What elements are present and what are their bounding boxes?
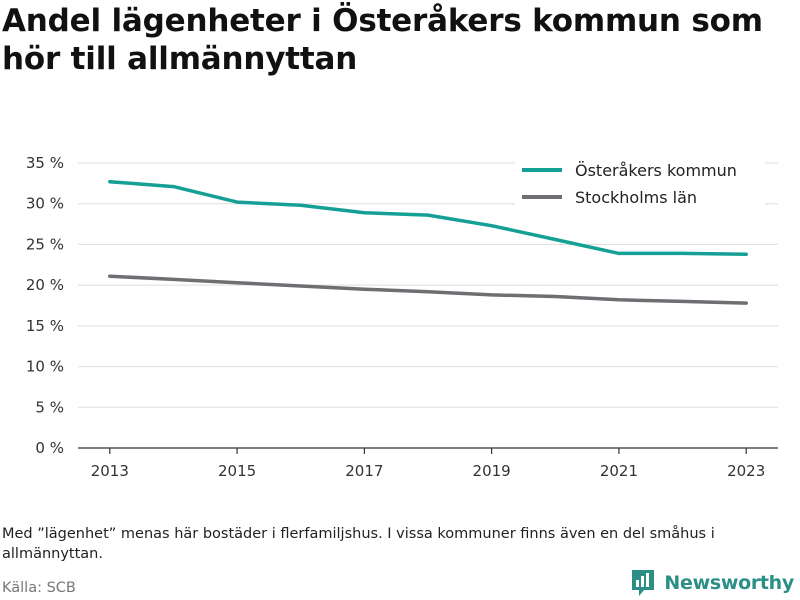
chart-title: Andel lägenheter i Österåkers kommun som… xyxy=(2,3,763,77)
brand-name: Newsworthy xyxy=(664,572,794,594)
x-tick-label: 2015 xyxy=(218,462,256,480)
brand[interactable]: Newsworthy xyxy=(630,568,794,598)
x-tick-label: 2017 xyxy=(345,462,383,480)
y-tick-label: 20 % xyxy=(26,276,64,294)
x-tick-label: 2019 xyxy=(473,462,511,480)
y-tick-label: 25 % xyxy=(26,235,64,253)
legend-label: Stockholms län xyxy=(575,188,697,207)
series-lines xyxy=(108,179,748,305)
x-tick-label: 2023 xyxy=(727,462,765,480)
legend-label: Österåkers kommun xyxy=(575,161,737,180)
axes: 0 % 5 % 10 % 15 % 20 % 25 % 30 % 35 % 2013 2015 20… xyxy=(26,154,778,480)
x-tick-label: 2013 xyxy=(91,462,129,480)
x-tick-label: 2021 xyxy=(600,462,638,480)
y-tick-label: 15 % xyxy=(26,317,64,335)
y-tick-label: 35 % xyxy=(26,154,64,172)
source-text: Källa: SCB xyxy=(2,580,76,596)
line-chart: 0 % 5 % 10 % 15 % 20 % 25 % 30 % 35 % 2013 2015 20… xyxy=(26,154,778,480)
series-line-1 xyxy=(108,274,748,305)
footnote: Med ”lägenhet” menas här bostäder i fler… xyxy=(2,526,715,562)
series-line-0 xyxy=(108,179,748,256)
y-tick-label: 30 % xyxy=(26,195,64,213)
legend: Österåkers kommun Stockholms län xyxy=(515,157,765,207)
y-tick-label: 5 % xyxy=(35,398,64,416)
newsworthy-logo-icon xyxy=(632,570,655,596)
y-tick-label: 0 % xyxy=(35,439,64,457)
y-tick-label: 10 % xyxy=(26,358,64,376)
